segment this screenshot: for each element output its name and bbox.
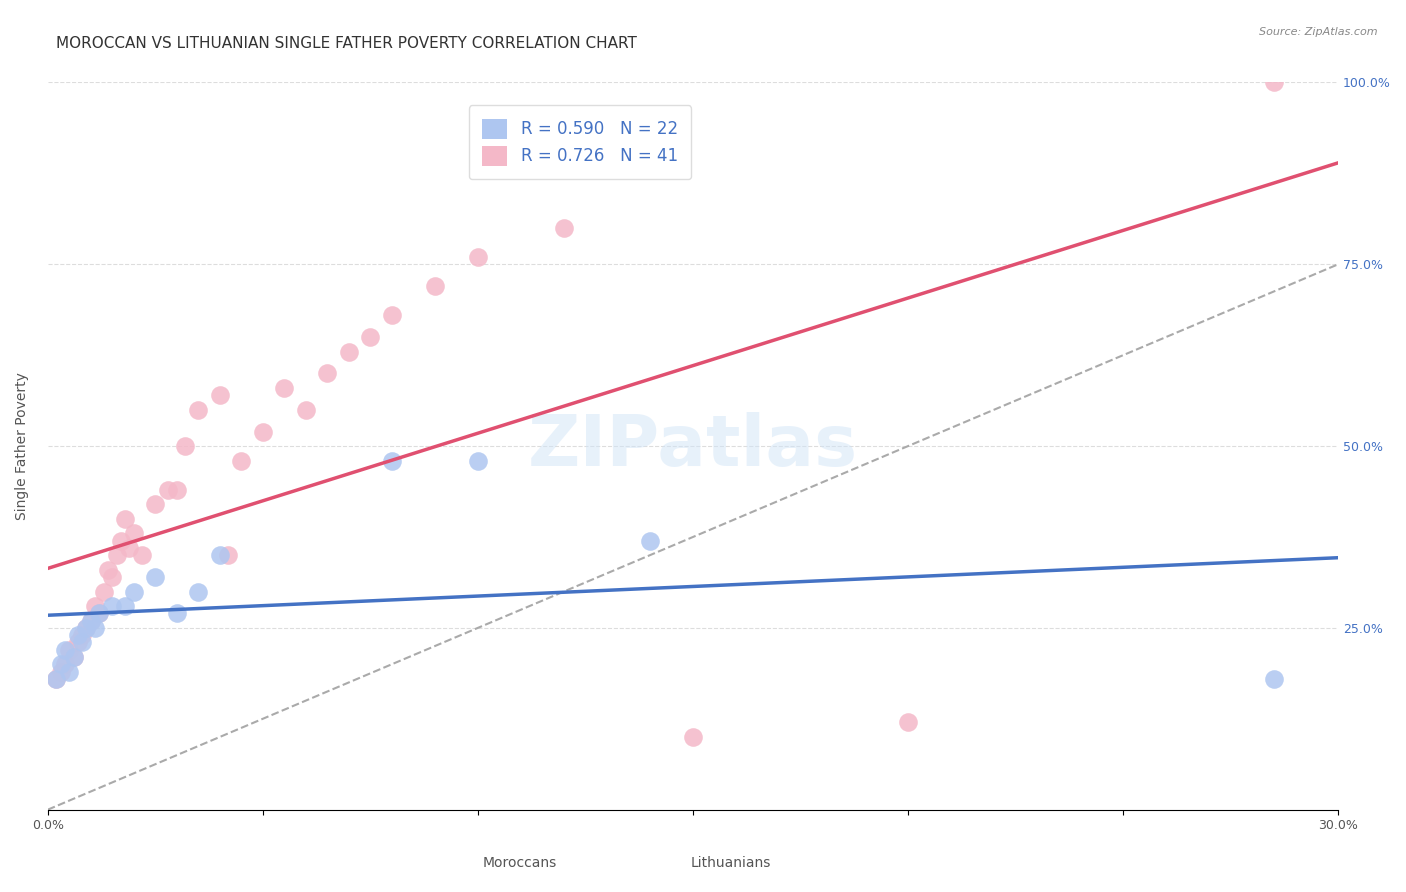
Point: [337, 344, 360, 359]
Point: [553, 220, 575, 235]
Point: [101, 599, 124, 613]
Legend: R = 0.590   N = 22, R = 0.726   N = 41: R = 0.590 N = 22, R = 0.726 N = 41: [470, 105, 692, 179]
Text: ZIPatlas: ZIPatlas: [527, 411, 858, 481]
Point: [208, 388, 231, 402]
Point: [89, 607, 111, 621]
Point: [62, 649, 84, 664]
Point: [252, 425, 274, 439]
Point: [897, 715, 920, 730]
Point: [359, 330, 381, 344]
Point: [381, 308, 404, 322]
Point: [105, 548, 128, 562]
Point: [217, 548, 239, 562]
Point: [423, 279, 446, 293]
Point: [84, 621, 107, 635]
Point: [70, 635, 93, 649]
Point: [157, 483, 180, 497]
Point: [187, 584, 209, 599]
Point: [66, 635, 89, 649]
Point: [208, 548, 231, 562]
Point: [187, 402, 209, 417]
Point: [1263, 672, 1285, 686]
Point: [70, 628, 93, 642]
Point: [143, 497, 166, 511]
Point: [131, 548, 153, 562]
Point: [97, 563, 120, 577]
Point: [84, 599, 107, 613]
Point: [53, 642, 76, 657]
Point: [467, 250, 489, 264]
Point: [58, 665, 80, 679]
Point: [80, 614, 103, 628]
Point: [110, 533, 132, 548]
Text: Moroccans: Moroccans: [484, 855, 557, 870]
Point: [166, 607, 188, 621]
Point: [75, 621, 97, 635]
Point: [45, 672, 67, 686]
Point: [381, 453, 404, 467]
Y-axis label: Single Father Poverty: Single Father Poverty: [15, 372, 30, 520]
Point: [53, 657, 76, 672]
Point: [295, 402, 318, 417]
Point: [80, 614, 103, 628]
Point: [66, 628, 89, 642]
Text: Source: ZipAtlas.com: Source: ZipAtlas.com: [1260, 27, 1378, 37]
Text: MOROCCAN VS LITHUANIAN SINGLE FATHER POVERTY CORRELATION CHART: MOROCCAN VS LITHUANIAN SINGLE FATHER POV…: [56, 36, 637, 51]
Point: [49, 665, 72, 679]
Point: [118, 541, 141, 555]
Point: [682, 730, 704, 744]
Point: [166, 483, 188, 497]
Point: [174, 439, 197, 453]
Point: [114, 512, 136, 526]
Point: [93, 584, 115, 599]
Point: [114, 599, 136, 613]
Point: [467, 453, 489, 467]
Point: [273, 381, 295, 395]
Point: [316, 367, 339, 381]
Point: [122, 584, 145, 599]
Text: Lithuanians: Lithuanians: [690, 855, 772, 870]
Point: [638, 533, 661, 548]
Point: [49, 657, 72, 672]
Point: [143, 570, 166, 584]
Point: [101, 570, 124, 584]
Point: [1263, 75, 1285, 89]
Point: [122, 526, 145, 541]
Point: [62, 649, 84, 664]
Point: [231, 453, 253, 467]
Point: [75, 621, 97, 635]
Point: [58, 642, 80, 657]
Point: [89, 607, 111, 621]
Point: [45, 672, 67, 686]
